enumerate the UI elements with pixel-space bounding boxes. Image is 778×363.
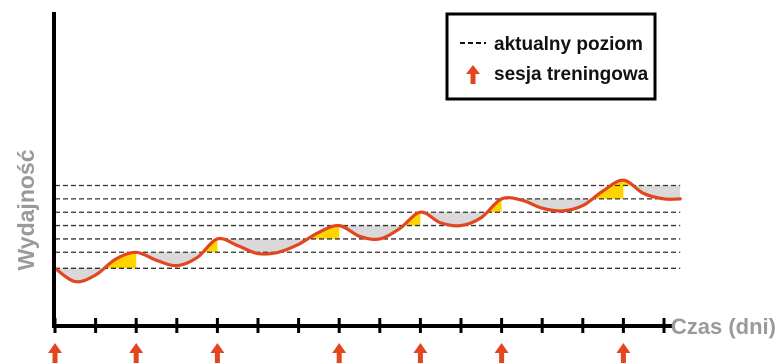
- gain-area: [501, 180, 624, 199]
- dip-area: [55, 268, 137, 282]
- level-fill-areas: [55, 180, 681, 282]
- dip-area: [136, 252, 218, 266]
- training-session-arrow: [494, 343, 509, 363]
- x-axis-ticks: [53, 318, 666, 333]
- legend: aktualny poziom sesja treningowa: [445, 12, 657, 101]
- training-session-arrow: [413, 343, 428, 363]
- legend-label-session: sesja treningowa: [494, 64, 649, 85]
- legend-label-level: aktualny poziom: [494, 34, 643, 55]
- legend-arrow-icon: [466, 65, 480, 84]
- gain-area: [104, 252, 137, 269]
- dip-area: [339, 225, 421, 240]
- gain-area: [217, 225, 340, 239]
- gain-area: [420, 198, 502, 213]
- x-axis-title: Czas (dni): [671, 314, 776, 339]
- y-axis-title: Wydajność: [13, 149, 39, 270]
- training-session-arrow: [332, 343, 347, 363]
- training-session-arrow: [616, 343, 631, 363]
- dip-area: [501, 198, 624, 211]
- training-session-arrow: [210, 343, 225, 363]
- training-session-arrow: [48, 343, 62, 363]
- performance-curve: [53, 178, 682, 284]
- training-session-arrows: [48, 343, 631, 363]
- dip-area: [223, 238, 308, 255]
- gain-area: [623, 180, 681, 186]
- training-session-arrow: [129, 343, 144, 363]
- dip-area: [633, 185, 681, 200]
- legend-box: [445, 12, 657, 101]
